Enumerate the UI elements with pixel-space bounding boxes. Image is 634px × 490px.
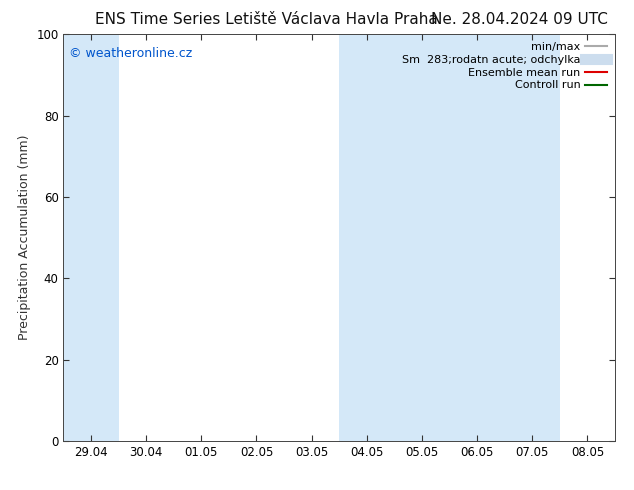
Bar — [505, 34, 560, 441]
Text: Ne. 28.04.2024 09 UTC: Ne. 28.04.2024 09 UTC — [432, 12, 608, 27]
Y-axis label: Precipitation Accumulation (mm): Precipitation Accumulation (mm) — [18, 135, 30, 341]
Bar — [394, 34, 450, 441]
Bar — [450, 34, 505, 441]
Legend: min/max, Sm  283;rodatn acute; odchylka, Ensemble mean run, Controll run: min/max, Sm 283;rodatn acute; odchylka, … — [400, 40, 609, 93]
Text: © weatheronline.cz: © weatheronline.cz — [69, 47, 192, 59]
Bar — [339, 34, 394, 441]
Bar — [63, 34, 119, 441]
Text: ENS Time Series Letiště Václava Havla Praha: ENS Time Series Letiště Václava Havla Pr… — [95, 12, 437, 27]
